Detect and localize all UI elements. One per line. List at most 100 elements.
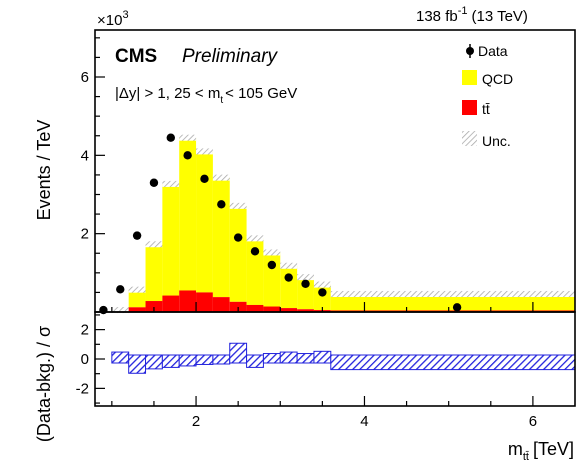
- data-point: [116, 285, 125, 294]
- main-x-axis-ticks: [111, 302, 534, 312]
- unc-band: [246, 235, 264, 242]
- qcd-bar: [196, 151, 213, 293]
- ratio-y-tick-label: -2: [76, 380, 89, 397]
- unc-band: [145, 241, 163, 248]
- unc-band: [196, 148, 213, 155]
- x-axis-title: mtt̄ [TeV]: [508, 439, 574, 463]
- data-point: [233, 233, 243, 242]
- ratio-y-axis: -2 0 2: [76, 314, 105, 404]
- pull-bar: [145, 354, 163, 370]
- data-point: [166, 133, 175, 142]
- x-tick-label: 6: [529, 413, 537, 430]
- svg-text:QCD: QCD: [482, 71, 513, 87]
- pull-bar: [229, 342, 248, 364]
- pull-bar: [330, 354, 576, 371]
- main-y-axis: 2 4 6: [81, 37, 105, 313]
- unc-band: [330, 290, 575, 297]
- qcd-bar: [280, 265, 298, 309]
- qcd-bar: [229, 205, 247, 302]
- main-plot-panel: 2 4 6: [81, 29, 576, 315]
- unc-band: [111, 307, 129, 314]
- unc-band: [263, 249, 281, 256]
- x-tick-label: 2: [192, 413, 200, 430]
- qcd-bar: [263, 252, 281, 307]
- ratio-y-axis-title: (Data-bkg.) / σ: [34, 326, 54, 442]
- pull-bar: [212, 354, 231, 365]
- pull-bar: [279, 351, 298, 364]
- ttbar-swatch: [462, 100, 477, 115]
- ttbar-bar: [162, 295, 180, 312]
- data-point: [318, 288, 327, 297]
- ttbar-bar: [246, 304, 264, 312]
- ratio-y-tick-label: 2: [81, 322, 89, 339]
- svg-text:tt̄: tt̄: [482, 101, 490, 117]
- y-tick-label: 2: [81, 226, 89, 243]
- pull-bar: [313, 350, 332, 364]
- qcd-bar: [313, 284, 331, 311]
- unc-band: [128, 286, 146, 293]
- y-exponent-label: ×103: [97, 9, 129, 29]
- pull-bar: [128, 354, 147, 374]
- legend-item-unc: Unc.: [462, 131, 511, 149]
- ttbar-bar: [128, 307, 146, 312]
- ttbar-bar: [263, 306, 281, 312]
- y-tick-label: 4: [81, 147, 89, 164]
- unc-band: [162, 180, 180, 187]
- ttbar-bar: [297, 309, 314, 312]
- qcd-bar: [330, 293, 575, 311]
- pull-bar: [195, 354, 214, 365]
- legend-item-qcd: QCD: [462, 70, 513, 87]
- data-point: [217, 200, 226, 209]
- ratio-x-axis: 2 4 6: [111, 396, 537, 430]
- svg-text:Data: Data: [478, 43, 508, 59]
- legend: Data QCD tt̄ Unc.: [462, 43, 513, 149]
- pull-bar: [161, 354, 180, 368]
- data-point: [301, 279, 310, 288]
- data-point: [183, 151, 192, 160]
- ratio-plot-panel: -2 0 2 2 4 6: [76, 311, 576, 430]
- ttbar-bar: [179, 290, 197, 312]
- data-point: [452, 303, 462, 312]
- stacked-histogram: [111, 134, 575, 314]
- qcd-bar: [162, 183, 180, 296]
- pull-bar: [178, 354, 197, 367]
- unc-band: [313, 281, 331, 288]
- main-y-axis-title: Events / TeV: [34, 120, 54, 221]
- ratio-y-tick-label: 0: [81, 351, 89, 368]
- qcd-bar: [246, 238, 264, 305]
- luminosity-label: 138 fb-1 (13 TeV): [416, 5, 528, 25]
- unc-band: [179, 134, 197, 141]
- data-point: [149, 178, 159, 187]
- legend-item-ttbar: tt̄: [462, 100, 490, 117]
- x-tick-label: 4: [360, 413, 368, 430]
- selection-label: |Δy| > 1, 25 < mt < 105 GeV: [115, 85, 297, 106]
- qcd-bar: [145, 244, 163, 302]
- data-point: [99, 305, 108, 315]
- legend-item-data: Data: [466, 43, 508, 59]
- ttbar-bar: [196, 292, 213, 312]
- pull-bar: [296, 353, 315, 364]
- pull-bar: [111, 351, 130, 364]
- qcd-swatch: [462, 70, 477, 85]
- qcd-bar: [212, 177, 230, 298]
- data-point: [284, 273, 293, 282]
- data-point: [200, 174, 209, 184]
- unc-band: [229, 202, 247, 209]
- pull-bar: [246, 354, 264, 368]
- data-point: [267, 260, 277, 270]
- ttbar-bar: [145, 301, 163, 312]
- qcd-bar: [297, 277, 314, 310]
- qcd-bar: [128, 289, 146, 308]
- pull-bar: [262, 353, 281, 364]
- ttbar-bar: [280, 308, 298, 312]
- unc-band: [297, 274, 314, 281]
- data-point: [250, 247, 260, 256]
- preliminary-label: Preliminary: [182, 46, 279, 67]
- ttbar-bar: [212, 297, 230, 312]
- ttbar-bar: [229, 301, 247, 312]
- cms-label: CMS: [115, 46, 157, 67]
- unc-swatch: [462, 131, 477, 146]
- y-tick-label: 6: [81, 69, 89, 86]
- unc-band: [280, 262, 298, 269]
